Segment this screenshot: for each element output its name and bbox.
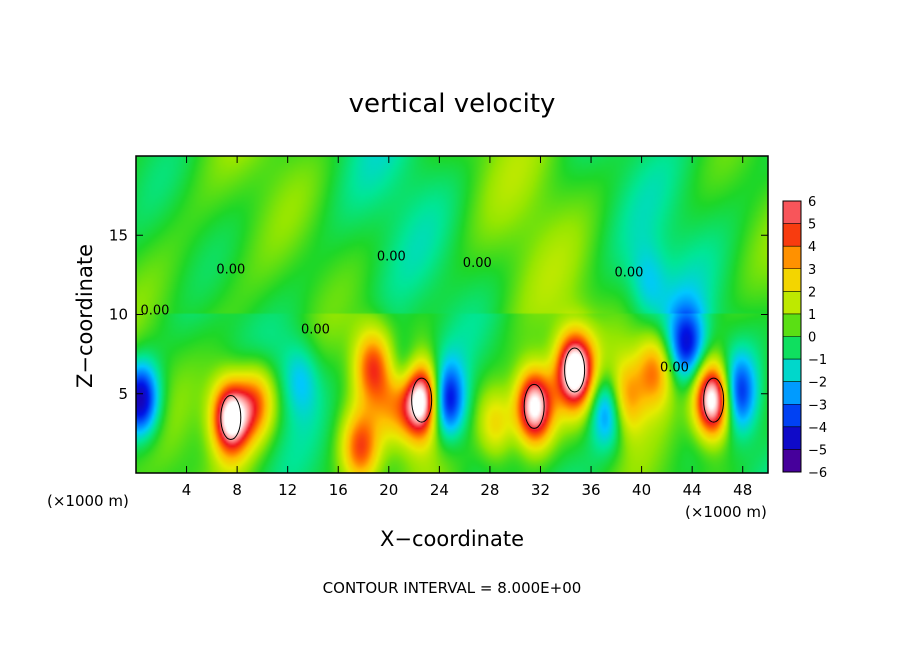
contour-label-5: 0.00 bbox=[614, 265, 643, 280]
colorbar-label-3: 3 bbox=[808, 263, 816, 278]
colorbar-label-5: 1 bbox=[808, 308, 816, 323]
colorbar-swatch-11 bbox=[783, 449, 801, 473]
x-tick-label-4: 4 bbox=[182, 481, 192, 499]
colorbar-swatch-3 bbox=[783, 268, 801, 292]
colorbar-label-0: 6 bbox=[808, 195, 816, 210]
colorbar-label-11: −5 bbox=[808, 443, 827, 458]
chart-title: vertical velocity bbox=[349, 89, 556, 119]
contour-line-0 bbox=[220, 395, 242, 441]
x-unit-left: (×1000 m) bbox=[47, 492, 129, 510]
colorbar-label-8: −2 bbox=[808, 376, 827, 391]
colorbar-swatch-4 bbox=[783, 291, 801, 315]
y-axis-label: Z−coordinate bbox=[73, 244, 97, 388]
y-tick-label-15: 15 bbox=[109, 226, 128, 244]
x-tick-label-20: 20 bbox=[379, 481, 398, 499]
colorbar-swatch-10 bbox=[783, 426, 801, 450]
contour-marks: 0.00 0.00 0.00 0.00 0.00 0.00 0.00 bbox=[140, 250, 725, 441]
colorbar-label-4: 2 bbox=[808, 285, 816, 300]
contour-label-1: 0.00 bbox=[216, 262, 245, 277]
contour-line-5 bbox=[411, 377, 433, 423]
x-tick-label-40: 40 bbox=[632, 481, 651, 499]
contour-line-11 bbox=[703, 377, 725, 423]
x-tick-label-36: 36 bbox=[581, 481, 600, 499]
colorbar-label-10: −4 bbox=[808, 421, 827, 436]
colorbar-label-6: 0 bbox=[808, 331, 816, 346]
x-tick-label-28: 28 bbox=[480, 481, 499, 499]
contour-label-2: 0.00 bbox=[301, 323, 330, 338]
contour-interval-note: CONTOUR INTERVAL = 8.000E+00 bbox=[323, 579, 582, 597]
velocity-field-image bbox=[136, 156, 768, 473]
x-tick-label-48: 48 bbox=[733, 481, 752, 499]
x-tick-label-12: 12 bbox=[278, 481, 297, 499]
x-tick-label-44: 44 bbox=[683, 481, 702, 499]
colorbar-label-2: 4 bbox=[808, 240, 816, 255]
y-axis: 5 10 15 bbox=[109, 226, 768, 403]
x-tick-label-32: 32 bbox=[531, 481, 550, 499]
colorbar-swatch-2 bbox=[783, 246, 801, 270]
y-tick-label-10: 10 bbox=[109, 306, 128, 324]
heatmap-field bbox=[136, 156, 768, 473]
colorbar-label-12: −6 bbox=[808, 466, 827, 481]
colorbar-swatch-1 bbox=[783, 223, 801, 247]
contour-label-3: 0.00 bbox=[377, 250, 406, 265]
y-tick-label-5: 5 bbox=[118, 385, 128, 403]
colorbar: 6 5 4 3 2 1 0 −1 −2 −3 −4 −5 −6 bbox=[782, 195, 827, 481]
colorbar-swatch-7 bbox=[783, 359, 801, 383]
colorbar-swatch-9 bbox=[783, 404, 801, 428]
contour-label-6: 0.00 bbox=[660, 361, 689, 376]
x-axis: 4 8 12 16 20 24 28 32 36 40 44 48 bbox=[182, 156, 752, 499]
colorbar-swatch-0 bbox=[783, 201, 801, 225]
contour-label-4: 0.00 bbox=[463, 256, 492, 271]
x-tick-label-24: 24 bbox=[430, 481, 449, 499]
colorbar-label-1: 5 bbox=[808, 218, 816, 233]
x-tick-label-16: 16 bbox=[329, 481, 348, 499]
contour-line-6 bbox=[523, 383, 545, 429]
x-tick-label-8: 8 bbox=[232, 481, 242, 499]
x-axis-label: X−coordinate bbox=[380, 527, 524, 551]
contour-line-7 bbox=[564, 347, 586, 393]
colorbar-label-9: −3 bbox=[808, 398, 827, 413]
colorbar-swatch-6 bbox=[783, 336, 801, 360]
colorbar-swatch-8 bbox=[783, 381, 801, 405]
colorbar-swatch-5 bbox=[783, 313, 801, 337]
contour-label-0: 0.00 bbox=[140, 304, 169, 319]
colorbar-label-7: −1 bbox=[808, 353, 827, 368]
x-unit-right: (×1000 m) bbox=[685, 503, 767, 521]
